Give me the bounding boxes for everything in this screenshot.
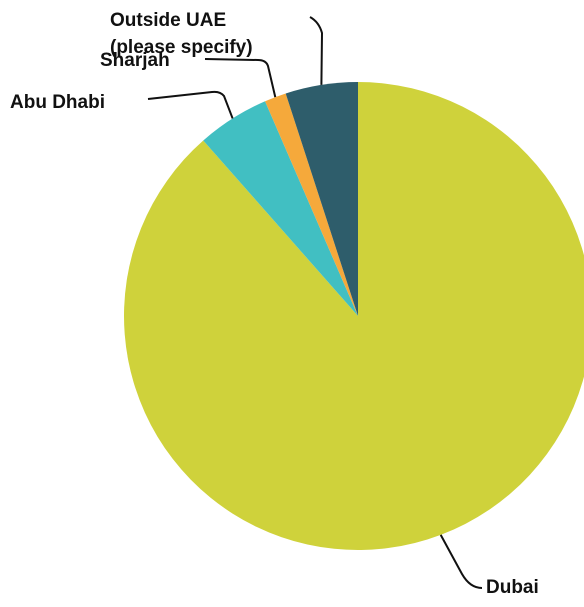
pie-slice-abu-dhabi [203,101,358,316]
slice-label-outside-uae-line-1: Outside UAE [110,10,226,31]
pie-slice-outside-uae-please-specify [285,82,358,316]
slice-label-outside-uae-line-2: (please specify) [110,37,253,58]
slice-label-abu-dhabi: Abu Dhabi [10,92,105,113]
leader-line-outside-uae-please-specify [309,16,324,85]
leader-lines [147,16,483,589]
slice-label-dubai: Dubai [486,577,539,598]
leader-line-dubai [439,534,483,589]
leader-line-abu-dhabi [147,90,234,119]
slice-label-outside-uae: Outside UAE (please specify) [110,10,253,58]
pie-slices [124,82,584,550]
pie-slice-dubai [124,82,584,550]
pie-slice-sharjah [265,93,358,316]
leader-line-sharjah [204,58,277,98]
slice-label-sharjah: Sharjah [100,50,170,71]
